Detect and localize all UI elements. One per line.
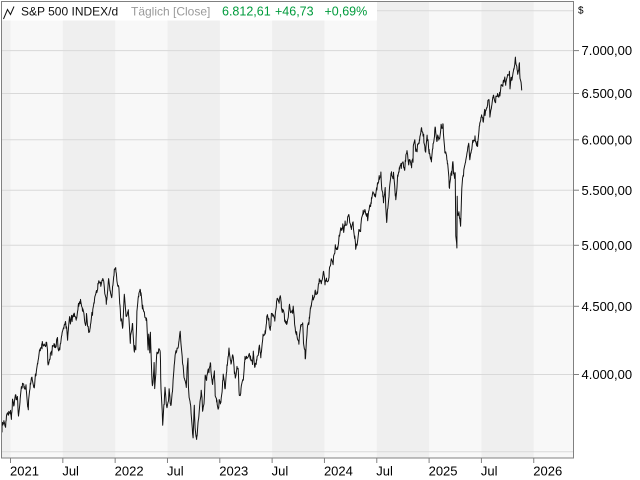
svg-text:Jul: Jul	[481, 464, 498, 479]
svg-text:2023: 2023	[219, 464, 248, 479]
svg-text:7.000,00: 7.000,00	[582, 43, 633, 58]
svg-text:6.000,00: 6.000,00	[582, 132, 633, 147]
svg-text:Jul: Jul	[376, 464, 393, 479]
svg-text:Jul: Jul	[272, 464, 289, 479]
svg-text:2026: 2026	[533, 464, 562, 479]
svg-text:Jul: Jul	[62, 464, 79, 479]
svg-text:+0,69%: +0,69%	[325, 5, 368, 19]
svg-text:2022: 2022	[115, 464, 144, 479]
svg-text:S&P 500 INDEX/d: S&P 500 INDEX/d	[21, 5, 118, 19]
svg-text:5.500,00: 5.500,00	[582, 183, 633, 198]
svg-text:$: $	[578, 6, 584, 17]
svg-text:Täglich [Close]: Täglich [Close]	[131, 5, 210, 19]
svg-text:4.500,00: 4.500,00	[582, 299, 633, 314]
svg-text:Jul: Jul	[167, 464, 184, 479]
svg-text:6.812,61: 6.812,61	[222, 5, 271, 19]
svg-text:2021: 2021	[10, 464, 39, 479]
svg-text:4.000,00: 4.000,00	[582, 367, 633, 382]
svg-text:2024: 2024	[324, 464, 353, 479]
svg-text:+46,73: +46,73	[275, 5, 314, 19]
svg-text:6.500,00: 6.500,00	[582, 86, 633, 101]
svg-text:5.000,00: 5.000,00	[582, 238, 633, 253]
svg-text:2025: 2025	[429, 464, 458, 479]
